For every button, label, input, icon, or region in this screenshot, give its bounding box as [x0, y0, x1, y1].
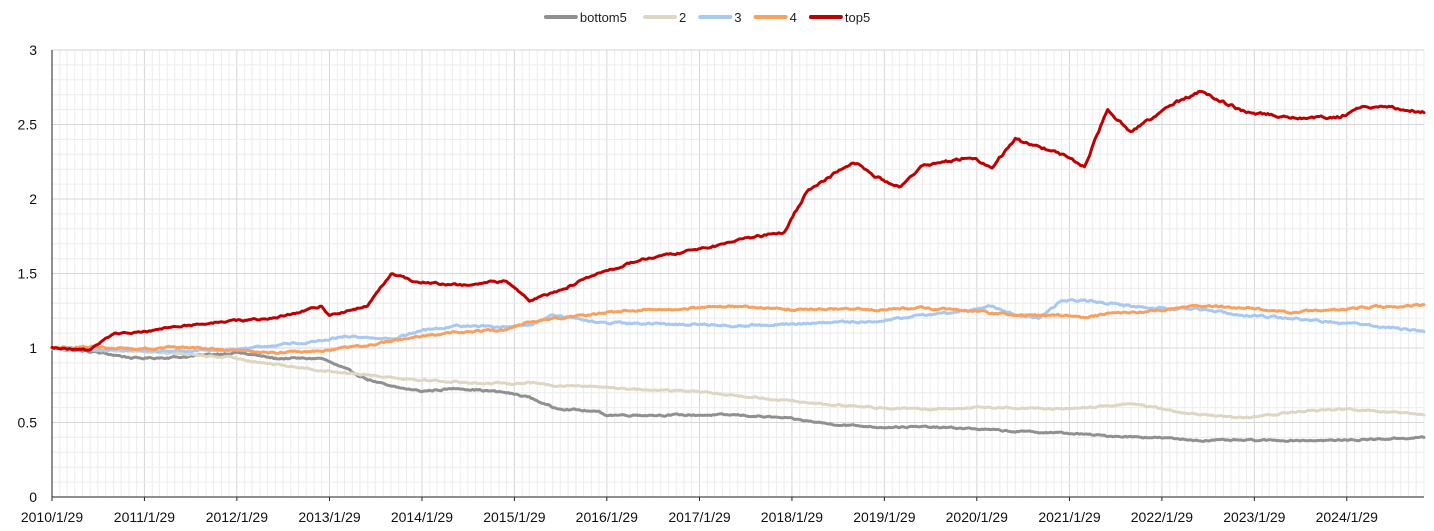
series-line-2	[50, 346, 1426, 420]
series-line-top5	[50, 89, 1426, 352]
x-tick-label: 2023/1/29	[1223, 509, 1285, 525]
y-tick-label: 1	[29, 340, 37, 356]
x-tick-label: 2016/1/29	[576, 509, 638, 525]
y-tick-label: 0	[29, 489, 37, 505]
x-tick-label: 2019/1/29	[853, 509, 915, 525]
x-tick-label: 2022/1/29	[1131, 509, 1193, 525]
y-axis-ticks: 0 0.5 1 1.5 2 2.5 3	[18, 42, 38, 505]
x-tick-label: 2024/1/29	[1316, 509, 1378, 525]
x-tick-label: 2021/1/29	[1038, 509, 1100, 525]
x-tick-label: 2014/1/29	[391, 509, 453, 525]
series-line-3	[50, 298, 1426, 354]
legend: bottom5 2 3 4 top5	[543, 10, 870, 25]
x-tick-label: 2015/1/29	[483, 509, 545, 525]
x-axis-ticks: 2010/1/29 2011/1/29 2012/1/29 2013/1/29 2014…	[21, 497, 1378, 525]
x-tick-label: 2010/1/29	[21, 509, 83, 525]
series-line-bottom5	[50, 346, 1426, 443]
legend-label-2: 2	[679, 10, 686, 25]
y-tick-label: 2	[29, 191, 37, 207]
x-tick-label: 2017/1/29	[668, 509, 730, 525]
legend-label-top5: top5	[845, 10, 870, 25]
x-tick-label: 2011/1/29	[114, 509, 175, 525]
legend-label-4: 4	[790, 10, 797, 25]
legend-label-bottom5: bottom5	[580, 10, 627, 25]
axes	[51, 50, 1424, 498]
y-tick-label: 1.5	[18, 266, 38, 282]
y-tick-label: 3	[29, 42, 37, 58]
x-tick-label: 2013/1/29	[298, 509, 360, 525]
x-tick-label: 2018/1/29	[761, 509, 823, 525]
y-tick-label: 2.5	[18, 117, 38, 133]
series-line-4	[50, 302, 1426, 355]
x-tick-label: 2012/1/29	[206, 509, 268, 525]
grid	[51, 49, 1425, 498]
legend-label-3: 3	[734, 10, 741, 25]
series-lines	[50, 89, 1426, 443]
y-tick-label: 0.5	[18, 415, 38, 431]
x-tick-label: 2020/1/29	[946, 509, 1008, 525]
